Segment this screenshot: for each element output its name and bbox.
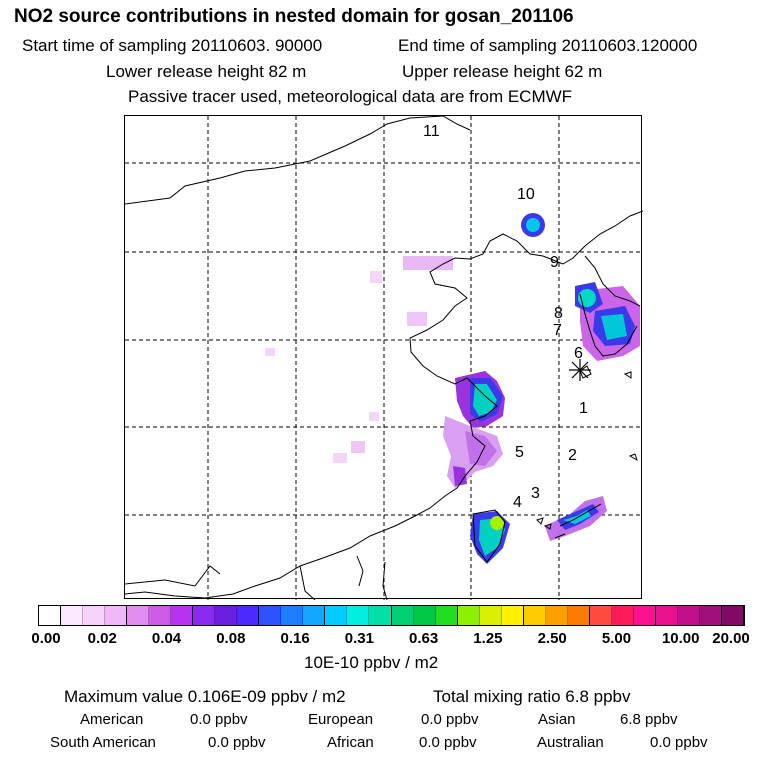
plume-patch xyxy=(473,384,497,416)
colorbar-swatch xyxy=(237,606,260,625)
max-value: Maximum value 0.106E-09 ppbv / m2 xyxy=(64,687,346,706)
region-value: 0.0 ppbv xyxy=(190,711,248,728)
plume-patch xyxy=(265,348,275,356)
colorbar-swatch xyxy=(39,606,62,625)
colorbar-swatch xyxy=(259,606,282,625)
source-label: 10 xyxy=(517,186,535,203)
plume-patch xyxy=(407,312,427,326)
source-label: 8 xyxy=(554,305,563,322)
region-name: Australian xyxy=(537,734,604,751)
colorbar-swatch xyxy=(457,606,480,625)
source-label: 5 xyxy=(515,444,524,461)
colorbar-tick-label: 0.04 xyxy=(151,630,182,647)
region-name: American xyxy=(80,711,144,728)
colorbar-swatch xyxy=(83,606,106,625)
region-value: 0.0 ppbv xyxy=(419,734,477,751)
colorbar-swatch xyxy=(347,606,370,625)
colorbar-swatch xyxy=(721,606,744,625)
colorbar-swatch xyxy=(633,606,656,625)
source-label: 1 xyxy=(579,400,588,417)
tracer-note: Passive tracer used, meteorological data… xyxy=(128,87,573,106)
plume-patch xyxy=(490,516,504,530)
colorbar-swatch xyxy=(171,606,194,625)
concentration-field xyxy=(265,213,640,564)
lower-release-height: Lower release height 82 m xyxy=(106,62,307,81)
colorbar-swatch xyxy=(523,606,546,625)
plume-patch xyxy=(601,314,627,340)
source-label: 9 xyxy=(550,254,559,271)
plume-patch xyxy=(351,441,365,453)
colorbar-swatch xyxy=(215,606,238,625)
map-title: NO2 source contributions in nested domai… xyxy=(14,6,574,27)
map-svg xyxy=(125,116,643,600)
colorbar-tick-label: 2.50 xyxy=(537,630,567,647)
source-label: 7 xyxy=(553,322,562,339)
colorbar-swatch xyxy=(501,606,524,625)
colorbar-tick-label: 0.00 xyxy=(31,630,61,647)
colorbar-swatch xyxy=(435,606,458,625)
colorbar-tick-label: 5.00 xyxy=(601,630,632,647)
total-mixing-ratio: Total mixing ratio 6.8 ppbv xyxy=(433,687,631,706)
plume-patch xyxy=(369,412,379,421)
colorbar-tick-label: 0.31 xyxy=(344,630,374,647)
colorbar-tick-label: 0.63 xyxy=(409,630,439,647)
colorbar-swatch xyxy=(149,606,172,625)
colorbar-swatch xyxy=(479,606,502,625)
region-name: African xyxy=(327,734,374,751)
colorbar-swatch xyxy=(589,606,612,625)
colorbar-swatch xyxy=(281,606,304,625)
coastlines xyxy=(125,116,643,600)
source-label: 11 xyxy=(423,123,440,140)
receptor-star-marker xyxy=(569,359,591,381)
colorbar-swatch xyxy=(567,606,590,625)
colorbar-swatch xyxy=(325,606,348,625)
colorbar-swatch xyxy=(545,606,568,625)
colorbar-swatch xyxy=(611,606,634,625)
colorbar-tick-label: 10.00 xyxy=(661,630,700,647)
colorbar-tick-label: 0.08 xyxy=(216,630,246,647)
start-sampling: Start time of sampling 20110603. 90000 xyxy=(22,36,323,55)
colorbar-unit: 10E-10 ppbv / m2 xyxy=(304,653,439,672)
colorbar-tick-label: 20.00 xyxy=(712,630,750,647)
colorbar-swatch xyxy=(699,606,722,625)
colorbar-swatch xyxy=(61,606,84,625)
colorbar-tick-label: 1.25 xyxy=(473,630,503,647)
source-label: 2 xyxy=(568,447,577,464)
graticule xyxy=(125,116,643,600)
plume-patch xyxy=(403,256,453,270)
source-label: 6 xyxy=(574,345,583,362)
upper-release-height: Upper release height 62 m xyxy=(402,62,603,81)
plume-patch xyxy=(370,271,382,283)
colorbar-swatch xyxy=(391,606,414,625)
region-value: 6.8 ppbv xyxy=(620,711,678,728)
colorbar-swatch xyxy=(413,606,436,625)
colorbar-swatch xyxy=(369,606,392,625)
region-name: Asian xyxy=(538,711,576,728)
colorbar-swatch xyxy=(677,606,700,625)
colorbar-swatch xyxy=(127,606,150,625)
colorbar-swatch xyxy=(303,606,326,625)
end-sampling: End time of sampling 20110603.120000 xyxy=(398,36,698,55)
region-name: European xyxy=(308,711,374,728)
region-value: 0.0 ppbv xyxy=(208,734,266,751)
plume-patch xyxy=(526,218,540,232)
region-name: South American xyxy=(50,734,156,751)
colorbar-swatch xyxy=(655,606,678,625)
plume-patch xyxy=(333,453,347,463)
colorbar xyxy=(38,605,745,626)
map-panel: 1 2 3 4 5 6 7 8 9 10 11 xyxy=(124,115,643,600)
region-value: 0.0 ppbv xyxy=(421,711,479,728)
region-value: 0.0 ppbv xyxy=(650,734,708,751)
colorbar-swatch xyxy=(193,606,216,625)
colorbar-tick-label: 0.02 xyxy=(87,630,117,647)
source-label: 4 xyxy=(513,494,522,511)
plume-patch xyxy=(465,431,497,466)
colorbar-tick-label: 0.16 xyxy=(280,630,310,647)
plume-patch xyxy=(453,466,467,486)
source-label: 3 xyxy=(531,485,540,502)
colorbar-swatch xyxy=(105,606,128,625)
